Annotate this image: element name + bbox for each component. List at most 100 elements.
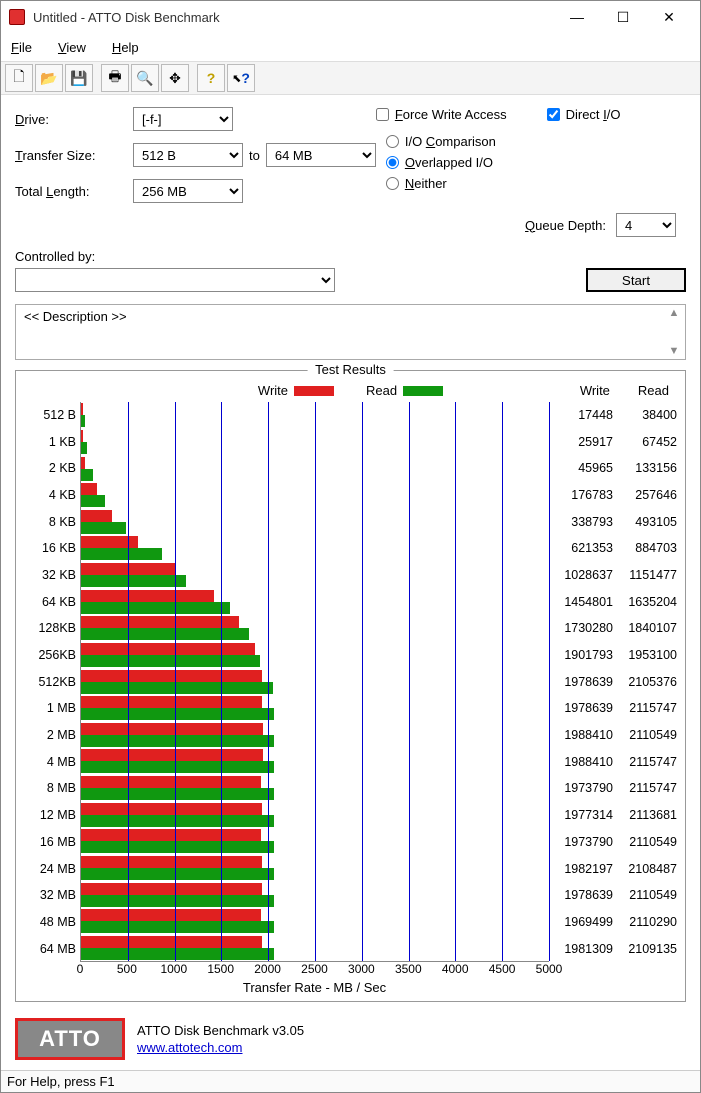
- y-tick-label: 64 KB: [22, 589, 76, 616]
- open-icon[interactable]: 📂: [35, 64, 63, 92]
- write-value: 1730280: [549, 622, 613, 635]
- y-axis-labels: 512 B1 KB2 KB4 KB8 KB16 KB32 KB64 KB128K…: [22, 402, 80, 962]
- y-tick-label: 32 KB: [22, 562, 76, 589]
- value-row: 19786392110549: [549, 882, 679, 909]
- total-length-label: Total Length:: [15, 184, 133, 199]
- maximize-button[interactable]: ☐: [600, 2, 646, 32]
- write-value: 25917: [549, 436, 613, 449]
- read-value: 2110549: [613, 729, 677, 742]
- value-row: 19786392115747: [549, 695, 679, 722]
- menu-view[interactable]: View: [52, 37, 92, 58]
- description-scrollbar[interactable]: ▲▼: [665, 307, 683, 357]
- statusbar: For Help, press F1: [1, 1070, 700, 1092]
- value-row: 19884102115747: [549, 749, 679, 776]
- read-value: 133156: [613, 462, 677, 475]
- results-frame: Test Results Write Read Write Read 512 B…: [15, 370, 686, 1002]
- read-bar: [81, 469, 93, 481]
- value-row: 17302801840107: [549, 615, 679, 642]
- value-row: 19773142113681: [549, 802, 679, 829]
- write-bar: [81, 829, 261, 841]
- app-icon: [9, 9, 25, 25]
- write-bar: [81, 856, 262, 868]
- read-value: 2115747: [613, 702, 677, 715]
- read-value: 1635204: [613, 596, 677, 609]
- move-icon[interactable]: ✥: [161, 64, 189, 92]
- start-button[interactable]: Start: [586, 268, 686, 292]
- io-comparison-radio[interactable]: [386, 135, 399, 148]
- read-bar: [81, 761, 274, 773]
- write-bar: [81, 723, 263, 735]
- print-icon[interactable]: 🖶: [101, 64, 129, 92]
- menu-help[interactable]: Help: [106, 37, 145, 58]
- y-tick-label: 4 KB: [22, 482, 76, 509]
- value-row: 19884102110549: [549, 722, 679, 749]
- read-value: 38400: [613, 409, 677, 422]
- controlled-by-select[interactable]: [15, 268, 335, 292]
- read-bar: [81, 548, 162, 560]
- value-row: 176783257646: [549, 482, 679, 509]
- new-icon[interactable]: 🗋: [5, 64, 33, 92]
- queue-depth-select[interactable]: 4: [616, 213, 676, 237]
- titlebar: Untitled - ATTO Disk Benchmark — ☐ ✕: [1, 1, 700, 33]
- value-row: 45965133156: [549, 455, 679, 482]
- menubar: File View Help: [1, 33, 700, 61]
- read-bar: [81, 841, 274, 853]
- vendor-url-link[interactable]: www.attotech.com: [137, 1040, 304, 1055]
- toolbar: 🗋 📂 💾 🖶 🔍 ✥ ? ⬉?: [1, 61, 700, 95]
- read-bar: [81, 575, 186, 587]
- write-value: 621353: [549, 542, 613, 555]
- description-box[interactable]: << Description >> ▲▼: [15, 304, 686, 360]
- read-bar: [81, 895, 274, 907]
- whatsthis-icon[interactable]: ⬉?: [227, 64, 255, 92]
- y-tick-label: 48 MB: [22, 909, 76, 936]
- menu-file[interactable]: File: [5, 37, 38, 58]
- transfer-to-select[interactable]: 64 MB: [266, 143, 376, 167]
- force-write-checkbox[interactable]: [376, 108, 389, 121]
- chart-area: 512 B1 KB2 KB4 KB8 KB16 KB32 KB64 KB128K…: [22, 402, 679, 962]
- help-icon[interactable]: ?: [197, 64, 225, 92]
- read-bar: [81, 708, 274, 720]
- save-icon[interactable]: 💾: [65, 64, 93, 92]
- direct-io-label: Direct I/O: [566, 107, 621, 122]
- x-tick-label: 2500: [301, 962, 328, 976]
- write-value: 1982197: [549, 863, 613, 876]
- write-bar: [81, 883, 262, 895]
- drive-select[interactable]: [-f-]: [133, 107, 233, 131]
- write-value: 45965: [549, 462, 613, 475]
- value-row: 338793493105: [549, 509, 679, 536]
- preview-icon[interactable]: 🔍: [131, 64, 159, 92]
- read-bar: [81, 415, 85, 427]
- transfer-from-select[interactable]: 512 B: [133, 143, 243, 167]
- write-value: 1901793: [549, 649, 613, 662]
- write-bar: [81, 696, 262, 708]
- read-bar: [81, 735, 274, 747]
- read-bar: [81, 495, 105, 507]
- y-tick-label: 8 MB: [22, 775, 76, 802]
- overlapped-io-radio[interactable]: [386, 156, 399, 169]
- legend-read-label: Read: [366, 383, 397, 398]
- controlled-row: Controlled by: Start: [1, 243, 700, 298]
- read-value: 2109135: [613, 943, 677, 956]
- y-tick-label: 32 MB: [22, 882, 76, 909]
- value-row: 621353884703: [549, 535, 679, 562]
- read-bar: [81, 788, 274, 800]
- minimize-button[interactable]: —: [554, 2, 600, 32]
- write-bar: [81, 909, 261, 921]
- direct-io-checkbox[interactable]: [547, 108, 560, 121]
- y-tick-label: 1 KB: [22, 429, 76, 456]
- read-value: 2105376: [613, 676, 677, 689]
- y-tick-label: 128KB: [22, 615, 76, 642]
- y-tick-label: 64 MB: [22, 935, 76, 962]
- y-tick-label: 512 B: [22, 402, 76, 429]
- product-label: ATTO Disk Benchmark v3.05: [137, 1023, 304, 1038]
- y-tick-label: 2 MB: [22, 722, 76, 749]
- neither-radio[interactable]: [386, 177, 399, 190]
- read-value: 257646: [613, 489, 677, 502]
- results-title: Test Results: [307, 362, 394, 377]
- close-button[interactable]: ✕: [646, 2, 692, 32]
- write-bar: [81, 616, 239, 628]
- to-label: to: [249, 148, 260, 163]
- total-length-select[interactable]: 256 MB: [133, 179, 243, 203]
- read-bar: [81, 682, 273, 694]
- write-bar: [81, 936, 262, 948]
